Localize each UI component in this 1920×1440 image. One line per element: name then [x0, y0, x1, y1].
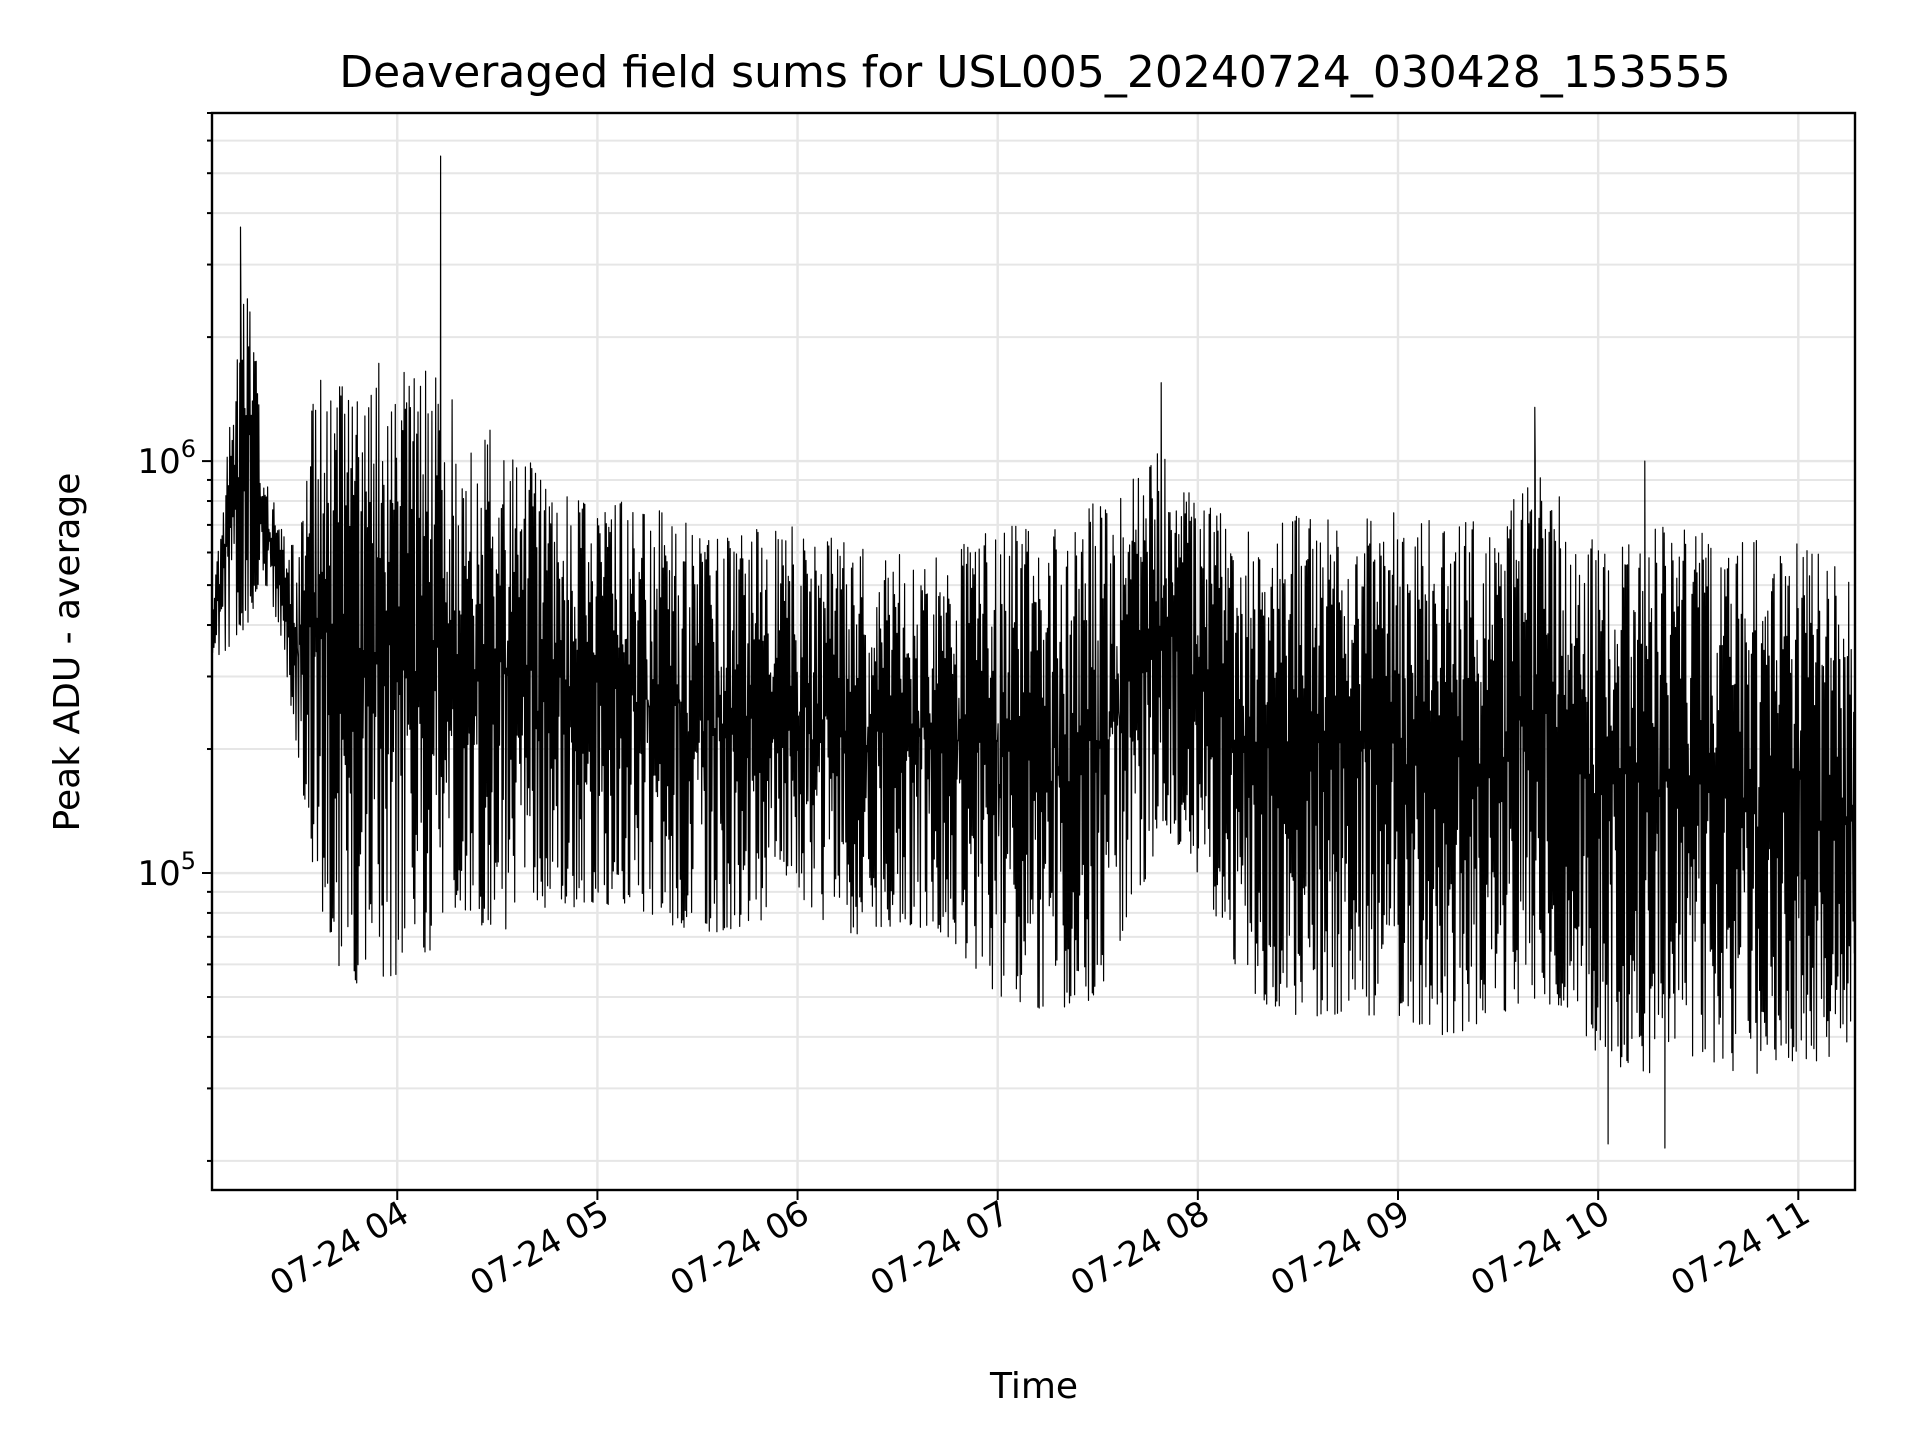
x-axis-label: Time: [989, 1366, 1078, 1407]
y-tick-label: 106: [137, 435, 196, 482]
series-line: [211, 155, 1856, 1149]
y-axis: 105 106: [137, 112, 212, 1162]
data-series: [211, 155, 1856, 1149]
plot-frame: [210, 111, 1857, 1192]
chart-title: Deaveraged field sums for USL005_2024072…: [339, 47, 1731, 98]
y-tick-label: 105: [137, 847, 196, 894]
y-axis-label: Peak ADU - average: [47, 473, 88, 832]
